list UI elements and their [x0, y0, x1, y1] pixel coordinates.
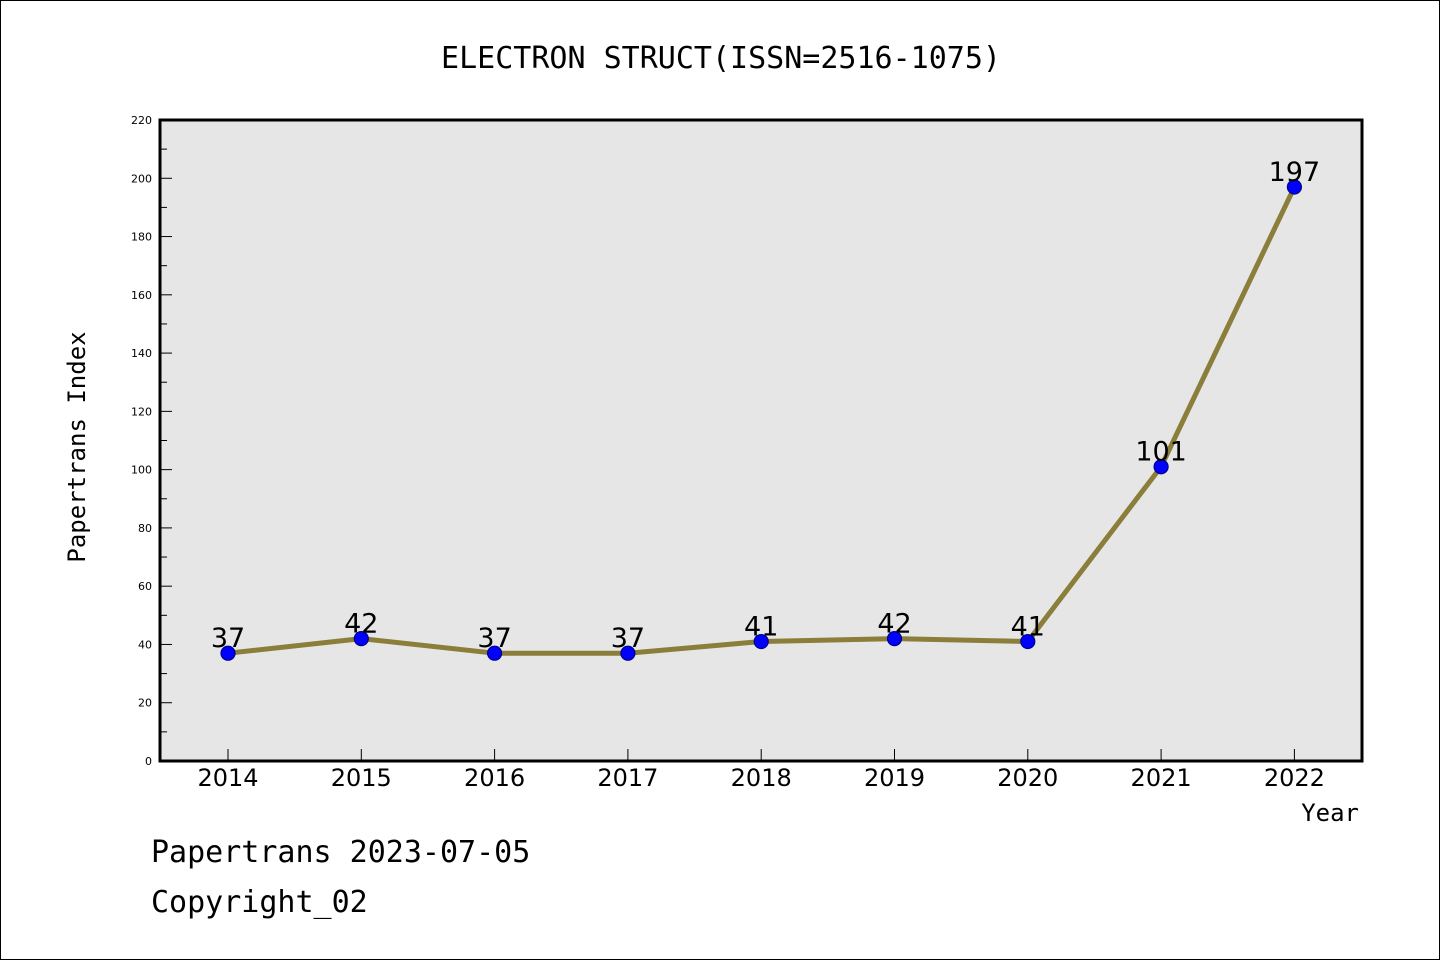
x-tick-label: 2022	[1264, 764, 1325, 792]
y-tick-label: 140	[131, 347, 152, 360]
x-axis-label: Year	[1301, 799, 1359, 827]
footer-copyright: Copyright_02	[151, 885, 368, 920]
data-point-marker	[1286, 179, 1303, 195]
y-tick-label: 120	[131, 405, 152, 418]
x-tick-label: 2016	[464, 764, 525, 792]
x-tick-label: 2021	[1131, 764, 1192, 792]
data-point-marker	[220, 645, 236, 661]
y-tick-label: 160	[131, 289, 152, 302]
series-group	[220, 179, 1303, 661]
data-point-marker	[487, 645, 503, 661]
data-value-label: 41	[744, 612, 778, 643]
data-point-marker	[353, 631, 369, 647]
x-axis: 2014 2015 2016 2017 2018 2019 2020 2021 2022	[197, 749, 1325, 792]
y-tick-label: 40	[138, 638, 152, 651]
y-tick-label: 180	[131, 231, 152, 244]
x-tick-label: 2019	[864, 764, 925, 792]
data-value-label: 41	[1011, 612, 1045, 643]
data-point-marker	[620, 645, 636, 661]
y-tick-label: 60	[138, 580, 152, 593]
data-point-marker	[1153, 459, 1169, 475]
y-axis-label: Papertrans Index	[63, 331, 91, 562]
x-tick-label: 2018	[731, 764, 792, 792]
data-value-label: 101	[1135, 437, 1187, 468]
data-point-marker	[1020, 633, 1036, 650]
data-point-marker	[886, 631, 903, 647]
y-tick-label: 220	[131, 114, 152, 127]
x-tick-label: 2020	[997, 764, 1058, 792]
plot-frame	[158, 118, 1364, 763]
y-tick-label: 20	[138, 697, 152, 710]
x-tick-label: 2017	[597, 764, 658, 792]
plot-area	[160, 120, 1362, 761]
y-tick-label: 200	[131, 172, 152, 185]
y-tick-label: 100	[131, 464, 152, 477]
data-value-label: 42	[344, 609, 378, 640]
y-tick-label: 0	[145, 755, 152, 768]
x-tick-label: 2014	[197, 764, 258, 792]
chart-title: ELECTRON STRUCT(ISSN=2516-1075)	[441, 41, 1001, 76]
y-tick-label: 80	[138, 522, 152, 535]
data-value-label: 37	[211, 623, 245, 654]
data-value-label: 42	[877, 609, 911, 640]
data-point-marker	[753, 633, 769, 650]
data-value-label: 37	[477, 623, 511, 654]
data-value-label: 197	[1269, 157, 1321, 188]
data-labels: 37 42 37 37 41 42 41 101 197	[211, 157, 1320, 654]
data-value-label: 37	[611, 623, 645, 654]
x-tick-label: 2015	[331, 764, 392, 792]
footer-source: Papertrans 2023-07-05	[151, 835, 531, 870]
